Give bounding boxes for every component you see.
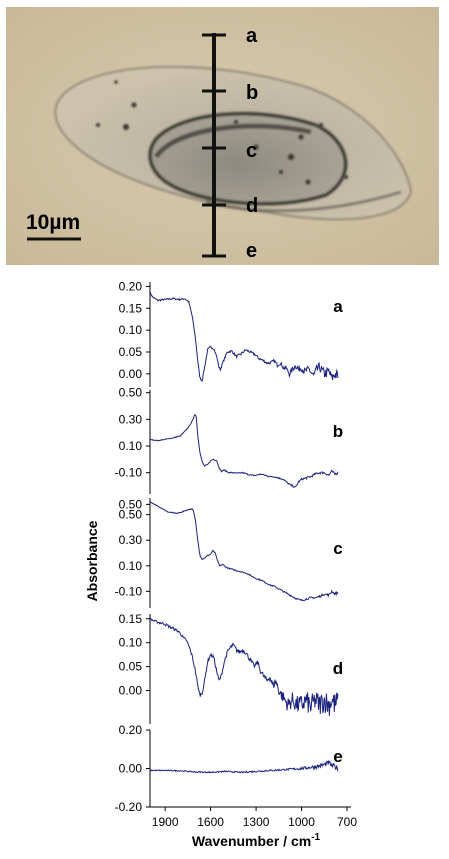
spectrum-line-a (149, 292, 339, 383)
y-tick-label-b: 0.10 (119, 439, 143, 453)
x-tick-label: 700 (337, 815, 357, 829)
marker-label-e: e (246, 240, 257, 262)
x-tick-label: 1600 (197, 815, 224, 829)
y-tick-label-d: 0.00 (119, 684, 143, 698)
panel-b: 0.50 0.30 0.10 -0.10 b (115, 386, 343, 494)
panel-label-d: d (333, 659, 343, 678)
y-tick-label-a: 0.15 (119, 301, 143, 315)
panel-label-b: b (333, 422, 343, 441)
y-tick-label-e: 0.00 (119, 762, 143, 776)
x-axis-title-text: Wavenumber / cm (192, 833, 311, 849)
spectrum-line-e (149, 760, 339, 774)
cell-granules (96, 80, 348, 185)
y-tick-label-d: 0.10 (119, 636, 143, 650)
y-tick-label-c: 0.10 (119, 559, 143, 573)
x-tick-label: 1900 (152, 815, 179, 829)
x-tick-label: 1000 (288, 815, 315, 829)
x-tick-label: 1300 (243, 815, 270, 829)
y-tick-label-e: 0.20 (119, 723, 143, 737)
panel-d: 0.15 0.10 0.05 0.00 d (119, 612, 343, 724)
marker-label-a: a (246, 25, 258, 47)
spectrum-line-d (149, 617, 339, 716)
y-tick-label-a: 0.20 (119, 279, 143, 293)
marker-label-d: d (246, 195, 258, 217)
y-tick-label-d: 0.05 (119, 660, 143, 674)
panel-a: 0.20 0.15 0.10 0.05 0.00 a (119, 279, 343, 387)
x-axis-title-superscript: -1 (311, 832, 320, 843)
y-tick-label-c: 0.30 (119, 533, 143, 547)
y-tick-label-a: 0.00 (119, 367, 143, 381)
scale-bar-label: 10µm (26, 211, 80, 234)
y-tick-label-c: 0.50 (119, 497, 143, 511)
y-tick-label-b: -0.10 (115, 466, 143, 480)
panel-label-c: c (333, 539, 342, 558)
y-tick-label-d: 0.15 (119, 612, 143, 626)
y-tick-label-b: 0.50 (119, 386, 143, 400)
y-tick-label-b: 0.30 (119, 412, 143, 426)
panel-c: 0.500.50 0.30 0.10 -0.10 c (115, 497, 343, 608)
spectrum-line-c (149, 501, 339, 602)
y-tick-label-c: 0.50 (119, 508, 143, 522)
spectra-chart: 0.200.150.100.050.00a0.500.300.10-0.10b0… (84, 279, 357, 849)
spectrum-line-b (150, 413, 339, 488)
panel-e: 0.20 0.00 -0.20 e (115, 723, 343, 814)
panel-label-a: a (333, 297, 343, 316)
x-axis-title: Wavenumber / cm-1 (192, 832, 321, 849)
line-scan-marker (202, 33, 226, 258)
y-tick-label-e: -0.20 (115, 800, 143, 814)
y-tick-label-c: -0.10 (115, 584, 143, 598)
marker-label-b: b (246, 82, 258, 104)
cell (54, 65, 413, 221)
marker-label-c: c (246, 140, 257, 162)
panel-label-e: e (333, 747, 342, 766)
cell-micrograph: a b c d e 10µm (6, 7, 439, 265)
y-axis-title: Absorbance (84, 520, 100, 601)
y-tick-label-a: 0.10 (119, 323, 143, 337)
y-tick-label-a: 0.05 (119, 345, 143, 359)
